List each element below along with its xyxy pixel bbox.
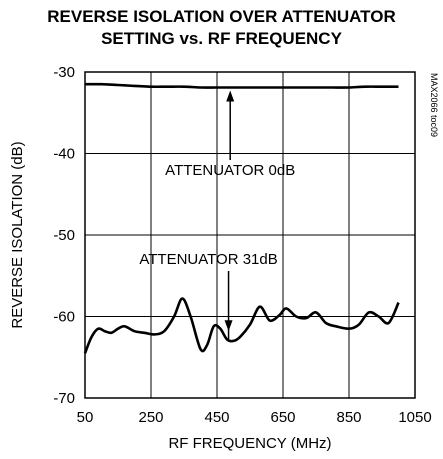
annotation-attenuator-0db: ATTENUATOR 0dB (165, 162, 295, 179)
y-tick-label: -30 (53, 64, 75, 81)
series-line-attenuator-0db (84, 82, 399, 89)
x-tick-label: 450 (204, 409, 229, 426)
annotation-attenuator-31db: ATTENUATOR 31dB (139, 251, 277, 268)
x-tick-label: 650 (270, 409, 295, 426)
grid (85, 72, 415, 398)
series-line-attenuator-31db (83, 297, 400, 354)
x-axis-label: RF FREQUENCY (MHz) (168, 435, 331, 452)
y-tick-label: -70 (53, 390, 75, 407)
annotations: ATTENUATOR 0dB ATTENUATOR 31dB (139, 90, 295, 340)
chart-title-line-2: SETTING vs. RF FREQUENCY (101, 29, 342, 48)
tick-labels: 50 250 450 650 850 1050 -30 -40 -50 -60 -70 (53, 64, 431, 426)
annotation-attenuator-0db-arrow-head (226, 90, 235, 102)
y-tick-label: -60 (53, 309, 75, 326)
y-axis-label: REVERSE ISOLATION (dB) (9, 141, 26, 328)
y-tick-label: -40 (53, 146, 75, 163)
x-tick-label: 50 (77, 409, 94, 426)
y-tick-label: -50 (53, 227, 75, 244)
x-tick-label: 850 (336, 409, 361, 426)
annotation-attenuator-31db-arrow-head (224, 320, 233, 332)
chart-title-line-1: REVERSE ISOLATION OVER ATTENUATOR (47, 7, 396, 26)
plot-frame (84, 71, 416, 399)
x-tick-label: 1050 (398, 409, 431, 426)
watermark-label: MAX2066 toc09 (429, 73, 439, 137)
series-lines (83, 82, 400, 354)
chart-title: REVERSE ISOLATION OVER ATTENUATOR SETTIN… (0, 6, 443, 50)
x-tick-label: 250 (138, 409, 163, 426)
